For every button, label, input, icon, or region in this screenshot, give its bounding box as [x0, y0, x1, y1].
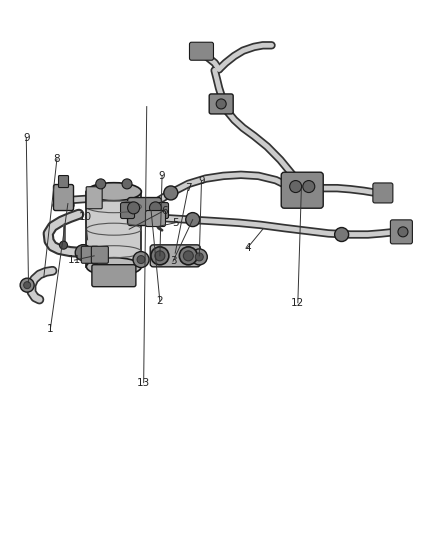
Text: 6: 6	[161, 206, 168, 215]
FancyBboxPatch shape	[145, 211, 166, 227]
Circle shape	[186, 213, 200, 227]
FancyBboxPatch shape	[59, 175, 68, 188]
FancyBboxPatch shape	[120, 203, 134, 219]
Circle shape	[66, 201, 74, 209]
Text: 10: 10	[79, 213, 92, 222]
Circle shape	[60, 241, 67, 249]
Bar	[86, 192, 141, 266]
Circle shape	[335, 228, 349, 241]
Circle shape	[195, 253, 203, 261]
Circle shape	[53, 201, 61, 209]
FancyBboxPatch shape	[190, 42, 213, 60]
Ellipse shape	[86, 183, 141, 201]
Circle shape	[179, 247, 198, 265]
Text: 11: 11	[68, 255, 81, 265]
Text: 3: 3	[170, 256, 177, 266]
Ellipse shape	[86, 257, 141, 276]
Text: 7: 7	[185, 183, 192, 192]
FancyBboxPatch shape	[155, 203, 169, 219]
Circle shape	[184, 251, 193, 261]
Circle shape	[216, 99, 226, 109]
Circle shape	[191, 249, 207, 265]
Text: 9: 9	[159, 171, 166, 181]
Text: 1: 1	[47, 324, 54, 334]
Circle shape	[155, 251, 165, 261]
Circle shape	[122, 179, 132, 189]
FancyBboxPatch shape	[92, 265, 136, 287]
FancyBboxPatch shape	[92, 246, 108, 263]
FancyBboxPatch shape	[390, 220, 413, 244]
FancyBboxPatch shape	[86, 187, 102, 209]
Text: 12: 12	[291, 298, 304, 308]
Circle shape	[133, 252, 149, 268]
FancyBboxPatch shape	[281, 172, 323, 208]
Text: 9: 9	[23, 133, 30, 142]
Text: 13: 13	[137, 378, 150, 387]
FancyBboxPatch shape	[209, 94, 233, 114]
Circle shape	[24, 281, 31, 289]
Text: 5: 5	[172, 218, 179, 228]
FancyBboxPatch shape	[373, 183, 393, 203]
Text: 4: 4	[244, 243, 251, 253]
Circle shape	[137, 255, 145, 264]
FancyBboxPatch shape	[53, 184, 74, 211]
FancyBboxPatch shape	[127, 198, 162, 225]
Text: 9: 9	[198, 176, 205, 186]
Circle shape	[151, 247, 169, 265]
Circle shape	[303, 181, 315, 192]
Circle shape	[164, 186, 178, 200]
FancyBboxPatch shape	[150, 245, 200, 267]
Circle shape	[20, 278, 34, 292]
Circle shape	[127, 202, 140, 214]
Circle shape	[290, 181, 302, 192]
Text: 8: 8	[53, 154, 60, 164]
Circle shape	[75, 245, 91, 261]
Circle shape	[149, 202, 162, 214]
FancyBboxPatch shape	[81, 246, 98, 263]
Text: 2: 2	[156, 296, 163, 306]
Circle shape	[398, 227, 408, 237]
Circle shape	[96, 179, 106, 189]
